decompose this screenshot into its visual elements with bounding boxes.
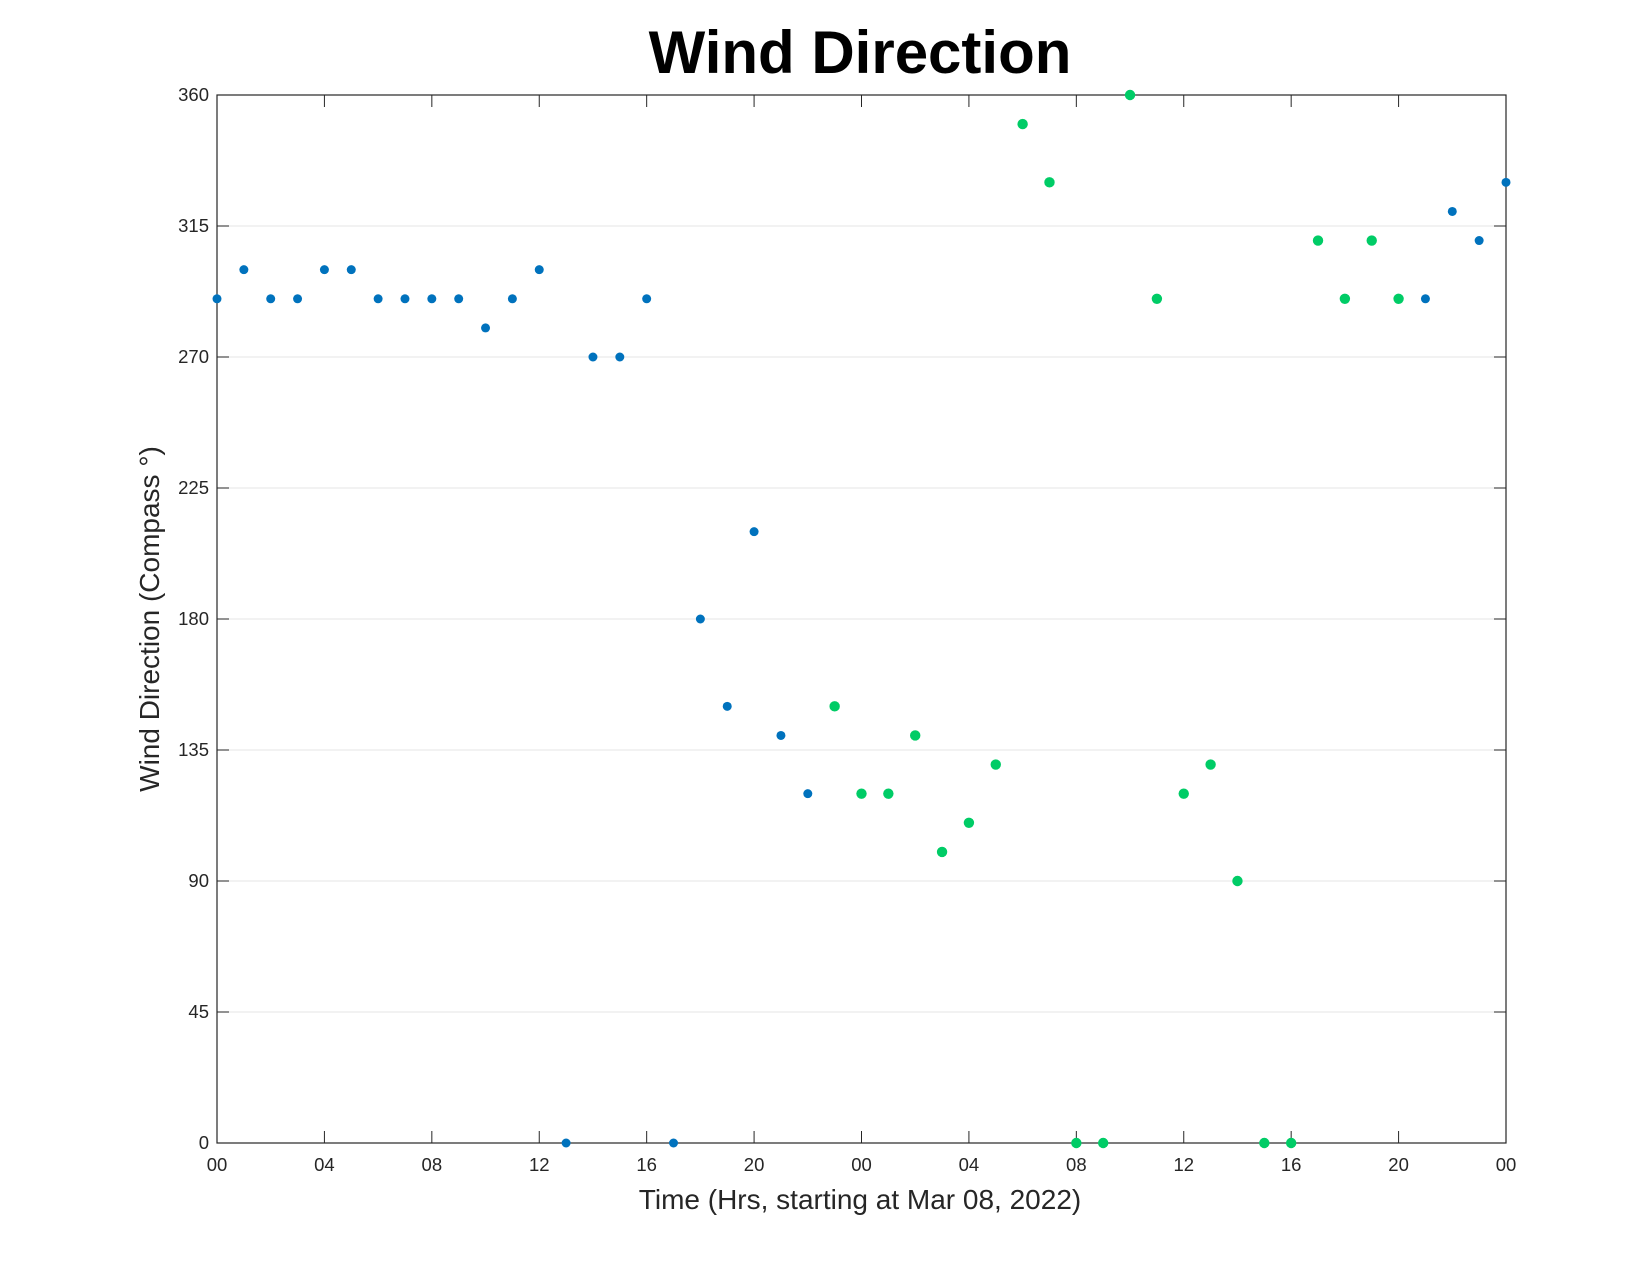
data-point: [910, 730, 921, 741]
x-tick-label: 00: [207, 1154, 228, 1175]
x-tick-label: 16: [636, 1154, 657, 1175]
y-tick-label: 135: [178, 739, 209, 760]
data-point: [1259, 1137, 1270, 1149]
x-tick-label: 00: [851, 1154, 872, 1175]
y-tick-label: 180: [178, 608, 209, 629]
data-point: [212, 294, 222, 304]
x-tick-label: 08: [1066, 1154, 1087, 1175]
x-tick-label: 20: [1388, 1154, 1409, 1175]
y-tick-label: 45: [188, 1001, 209, 1022]
x-tick-label: 08: [422, 1154, 443, 1175]
data-point: [319, 265, 329, 275]
data-points: [212, 89, 1511, 1149]
x-tick-label: 20: [744, 1154, 765, 1175]
data-point: [1178, 788, 1189, 799]
y-tick-label: 0: [199, 1132, 209, 1153]
chart-title: Wind Direction: [649, 19, 1072, 86]
y-tick-label: 360: [178, 84, 209, 105]
data-point: [534, 265, 544, 275]
data-point: [561, 1138, 571, 1148]
data-point: [1501, 177, 1511, 187]
data-point: [1017, 118, 1028, 130]
data-point: [776, 730, 786, 740]
y-tick-labels: 0 45 90 135 180 225 270 315 360: [178, 84, 209, 1153]
data-point: [266, 294, 276, 304]
y-axis-label: Wind Direction (Compass °): [134, 446, 165, 792]
axis-ticks: [216, 94, 1507, 1144]
data-point: [373, 294, 383, 304]
data-point: [883, 788, 894, 799]
data-point: [615, 352, 625, 362]
x-tick-labels: 00 04 08 12 16 20 00 04 08 12 16 20 00: [207, 1154, 1517, 1175]
data-point: [963, 817, 975, 828]
x-axis-label: Time (Hrs, starting at Mar 08, 2022): [639, 1184, 1081, 1215]
data-point: [427, 294, 437, 304]
data-point: [1420, 294, 1430, 304]
data-point: [346, 265, 356, 275]
data-point: [507, 294, 517, 304]
data-point: [1205, 759, 1216, 770]
data-point: [669, 1138, 679, 1148]
x-tick-label: 12: [1173, 1154, 1194, 1175]
data-point: [990, 759, 1001, 770]
x-tick-label: 16: [1281, 1154, 1302, 1175]
x-tick-label: 04: [314, 1154, 335, 1175]
data-point: [695, 614, 705, 624]
x-tick-label: 04: [959, 1154, 980, 1175]
data-point: [1071, 1137, 1082, 1149]
data-point: [239, 265, 249, 275]
data-point: [1393, 293, 1404, 304]
y-tick-label: 315: [178, 215, 209, 236]
data-point: [1474, 236, 1484, 246]
y-tick-label: 270: [178, 346, 209, 367]
data-point: [803, 789, 813, 799]
y-gridlines: [217, 225, 1506, 1013]
data-point: [1097, 1137, 1109, 1149]
data-point: [1312, 235, 1324, 246]
data-point: [1124, 89, 1136, 101]
data-point: [454, 294, 464, 304]
x-tick-label: 12: [529, 1154, 550, 1175]
data-point: [829, 701, 840, 712]
data-point: [749, 527, 759, 537]
data-point: [588, 352, 598, 362]
data-point: [1366, 235, 1377, 246]
data-point: [936, 846, 948, 858]
data-point: [293, 294, 303, 304]
data-point: [1044, 177, 1055, 188]
y-tick-label: 225: [178, 477, 209, 498]
y-tick-label: 90: [188, 870, 209, 891]
data-point: [642, 294, 652, 304]
data-point: [856, 788, 867, 799]
data-point: [722, 701, 732, 711]
data-point: [1339, 293, 1351, 304]
data-point: [1151, 293, 1163, 304]
data-point: [1285, 1137, 1297, 1149]
data-point: [1447, 206, 1457, 216]
data-point: [481, 323, 491, 333]
data-point: [1232, 875, 1243, 887]
x-tick-label: 00: [1496, 1154, 1517, 1175]
data-point: [400, 294, 410, 304]
